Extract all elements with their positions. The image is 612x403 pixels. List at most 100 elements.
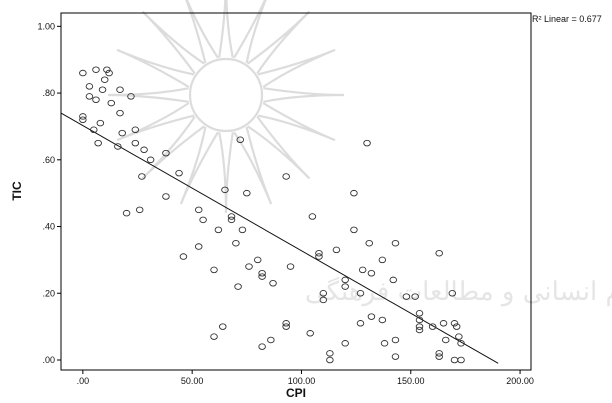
data-point	[341, 276, 349, 284]
data-point	[378, 256, 387, 264]
x-tick-label: 200.00	[506, 376, 534, 386]
data-point	[90, 126, 98, 134]
data-point	[107, 99, 116, 107]
data-point	[308, 213, 317, 220]
watermark-petal	[218, 132, 234, 214]
data-point	[326, 350, 334, 357]
x-axis-ticks: .00 50.00 100.00 150.00 200.00	[77, 370, 534, 386]
data-point	[114, 143, 122, 150]
data-point	[450, 356, 459, 364]
data-point	[238, 226, 247, 234]
y-axis-title: TIC	[10, 181, 24, 201]
fit-line-label: R² Linear = 0.677	[532, 14, 602, 24]
data-point	[365, 239, 373, 247]
watermark-petal	[141, 10, 205, 75]
data-point	[411, 293, 419, 300]
data-point	[232, 239, 240, 247]
data-point	[428, 323, 437, 330]
data-point	[179, 253, 188, 260]
data-point	[210, 333, 218, 340]
watermark-petal	[185, 0, 219, 64]
y-tick-label: .20	[42, 288, 55, 298]
data-point	[258, 273, 266, 280]
y-tick-label: .00	[42, 355, 55, 365]
data-point	[96, 119, 105, 127]
data-point	[269, 280, 277, 287]
data-point	[140, 146, 148, 154]
data-point	[131, 126, 140, 134]
data-point	[356, 320, 365, 327]
data-point	[258, 343, 266, 350]
data-point	[219, 323, 227, 330]
x-tick-label: 150.00	[397, 376, 425, 386]
data-point	[234, 283, 242, 290]
data-point	[319, 290, 328, 297]
data-point	[415, 323, 424, 330]
data-point	[389, 276, 398, 284]
data-point	[236, 136, 245, 144]
watermark-petal	[141, 116, 206, 180]
data-point	[441, 336, 450, 344]
watermark-petal	[233, 0, 267, 64]
data-point	[306, 330, 314, 337]
y-axis-ticks: .00 .20 .40 .60 .80 1.00	[37, 21, 61, 365]
data-point	[105, 69, 113, 77]
watermark-petal	[263, 87, 345, 103]
data-point	[122, 209, 131, 217]
data-point	[402, 293, 411, 300]
data-point	[194, 243, 203, 250]
data-point	[243, 189, 251, 197]
data-point	[378, 316, 387, 324]
watermark-text: پژوهشگاه علوم انسانی و مطالعات فرهنگی	[305, 276, 612, 307]
data-point	[341, 340, 349, 347]
data-point	[282, 320, 290, 327]
data-point	[116, 109, 124, 117]
data-point	[221, 186, 229, 194]
data-points	[79, 66, 465, 364]
data-point	[448, 290, 457, 297]
watermark-petal	[247, 115, 311, 180]
data-point	[85, 93, 94, 100]
data-point	[118, 129, 126, 137]
data-point	[116, 86, 124, 93]
data-point	[79, 69, 87, 77]
data-point	[415, 316, 424, 324]
data-point	[452, 323, 461, 330]
y-tick-label: .60	[42, 155, 55, 165]
data-point	[435, 249, 443, 257]
data-point	[450, 320, 459, 327]
data-point	[79, 116, 87, 124]
data-point	[367, 313, 376, 320]
data-point	[267, 336, 275, 344]
watermark-rosette	[107, 0, 345, 214]
data-point	[94, 139, 102, 147]
fit-line	[60, 112, 499, 364]
data-point	[315, 253, 323, 260]
watermark-ring	[188, 57, 264, 133]
data-point	[358, 266, 367, 274]
data-point	[146, 156, 155, 164]
data-point	[175, 169, 183, 177]
data-point	[415, 326, 424, 334]
x-tick-label: 100.00	[288, 376, 316, 386]
data-point	[435, 353, 443, 360]
data-point	[332, 246, 341, 254]
data-point	[92, 96, 100, 103]
y-tick-label: 1.00	[37, 21, 55, 31]
data-point	[363, 139, 371, 147]
data-point	[380, 340, 389, 347]
y-tick-label: .40	[42, 222, 55, 232]
data-point	[391, 239, 400, 247]
x-tick-label: 50.00	[181, 376, 204, 386]
data-point	[98, 86, 107, 93]
data-point	[245, 263, 253, 270]
data-point	[350, 226, 358, 234]
data-point	[100, 76, 109, 83]
data-point	[162, 193, 170, 200]
data-point	[92, 66, 100, 73]
data-point	[85, 83, 94, 90]
data-point	[210, 266, 218, 274]
data-point	[227, 213, 236, 220]
data-point	[227, 216, 236, 224]
data-point	[214, 226, 223, 234]
